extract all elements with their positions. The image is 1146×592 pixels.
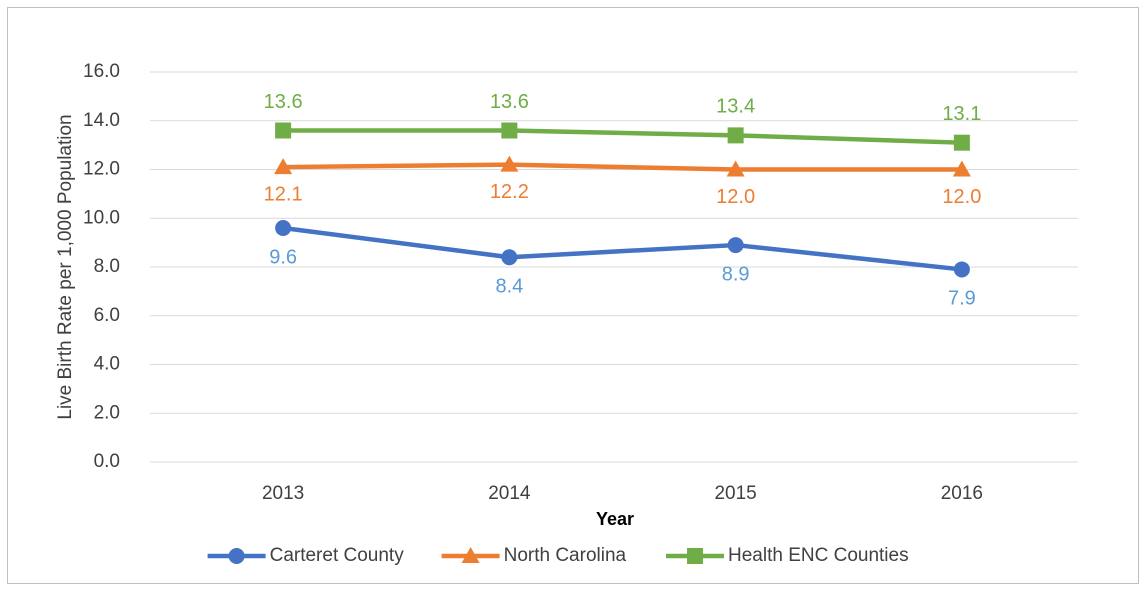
data-label: 13.4: [716, 96, 755, 118]
data-label: 8.9: [722, 263, 750, 285]
marker: [953, 261, 970, 278]
data-label: 7.9: [948, 288, 976, 310]
data-label: 9.6: [269, 246, 297, 268]
marker: [687, 548, 703, 564]
y-tick-label: 4.0: [94, 354, 120, 375]
x-tick-label: 2014: [488, 483, 531, 504]
y-axis-label: Live Birth Rate per 1,000 Population: [55, 114, 76, 419]
y-tick-label: 12.0: [83, 159, 120, 180]
y-tick-label: 16.0: [83, 61, 120, 82]
data-label: 13.6: [490, 91, 529, 113]
marker: [274, 158, 293, 175]
data-label: 12.0: [716, 186, 755, 208]
series-line: [283, 162, 962, 172]
data-label: 13.1: [942, 103, 981, 125]
y-tick-label: 10.0: [83, 207, 120, 228]
data-label: 12.1: [264, 183, 303, 205]
marker: [952, 160, 971, 177]
x-tick-label: 2016: [941, 483, 983, 504]
x-axis-label: Year: [596, 509, 634, 529]
series-line: [282, 225, 963, 272]
data-label: 12.0: [942, 186, 981, 208]
marker: [726, 160, 745, 177]
y-tick-label: 14.0: [83, 110, 120, 131]
y-tick-label: 2.0: [94, 402, 120, 423]
x-tick-label: 2015: [714, 483, 756, 504]
y-tick-label: 0.0: [94, 451, 120, 472]
marker: [275, 220, 292, 236]
marker: [275, 122, 292, 139]
marker: [953, 134, 970, 151]
marker: [228, 548, 245, 564]
legend-label: North Carolina: [504, 545, 627, 566]
data-label: 8.4: [495, 276, 523, 298]
y-tick-label: 6.0: [94, 305, 120, 326]
chart-border: [7, 7, 1139, 584]
y-tick-label: 8.0: [94, 256, 120, 277]
series-line: [283, 128, 962, 145]
marker: [727, 237, 744, 254]
marker: [461, 547, 480, 563]
marker: [501, 122, 518, 139]
legend-label: Health ENC Counties: [728, 545, 909, 566]
marker: [501, 249, 518, 266]
x-tick-label: 2013: [262, 483, 304, 504]
data-label: 12.2: [490, 181, 529, 203]
marker: [500, 155, 519, 172]
legend-label: Carteret County: [270, 545, 405, 566]
data-label: 13.6: [264, 91, 303, 113]
marker: [727, 127, 744, 144]
